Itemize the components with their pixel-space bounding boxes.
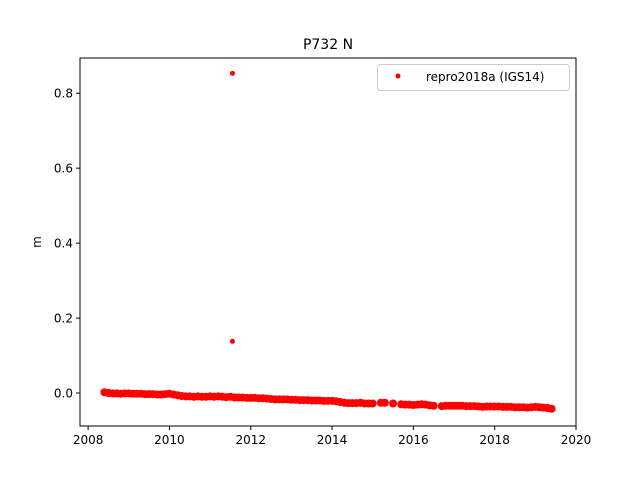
x-tick-label: 2008 bbox=[73, 433, 104, 447]
x-tick-label: 2016 bbox=[398, 433, 429, 447]
x-tick-label: 2020 bbox=[561, 433, 592, 447]
y-tick-label: 0.2 bbox=[54, 312, 73, 326]
data-point bbox=[380, 398, 389, 407]
x-tick-label: 2010 bbox=[154, 433, 185, 447]
data-point bbox=[229, 338, 235, 344]
x-tick-label: 2014 bbox=[317, 433, 348, 447]
x-tick-label: 2012 bbox=[235, 433, 266, 447]
x-axis-ticks: 2008 2010 2012 2014 2016 2018 2020 bbox=[73, 426, 591, 447]
legend-marker bbox=[395, 73, 401, 79]
y-tick-label: 0.4 bbox=[54, 237, 73, 251]
legend-box bbox=[377, 64, 570, 91]
data-point bbox=[389, 399, 398, 408]
plot-area-frame bbox=[79, 57, 577, 427]
data-point bbox=[547, 404, 556, 413]
y-axis-label: m bbox=[30, 236, 44, 248]
x-tick-label: 2018 bbox=[479, 433, 510, 447]
data-point bbox=[229, 70, 235, 76]
chart-title: P732 N bbox=[303, 37, 353, 53]
data-points bbox=[100, 70, 556, 413]
y-tick-label: 0.6 bbox=[54, 162, 73, 176]
y-tick-label: 0.8 bbox=[54, 87, 73, 101]
legend-label: repro2018a (IGS14) bbox=[426, 70, 544, 84]
legend: repro2018a (IGS14) bbox=[377, 64, 570, 91]
data-point bbox=[429, 401, 438, 410]
y-tick-label: 0.0 bbox=[54, 387, 73, 401]
data-point bbox=[368, 399, 377, 408]
y-axis-ticks: 0.0 0.2 0.4 0.6 0.8 bbox=[54, 87, 80, 401]
